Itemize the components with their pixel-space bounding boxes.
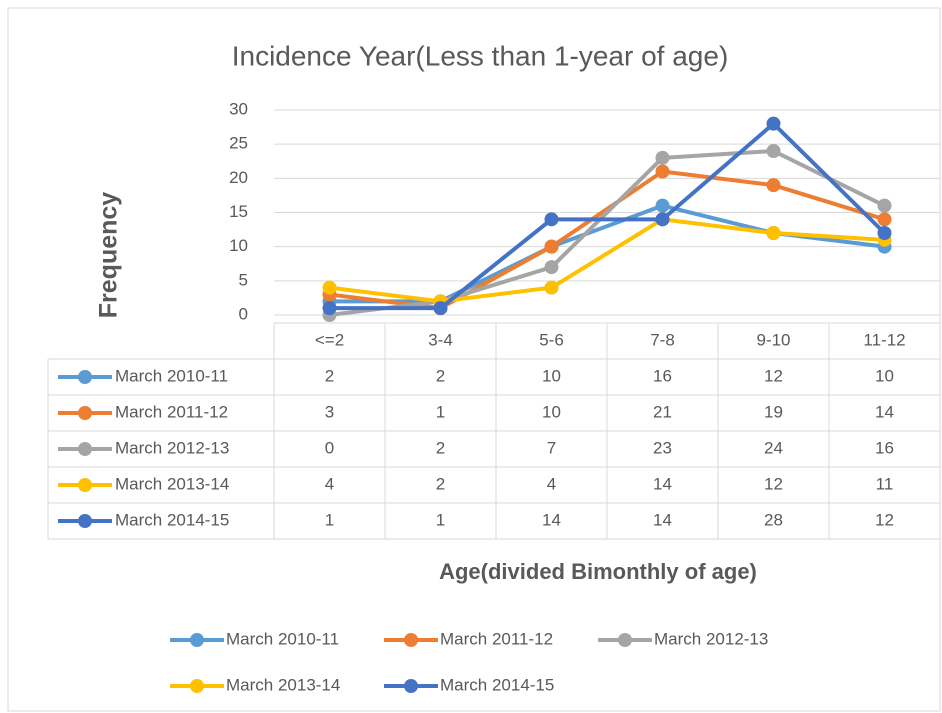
table-key-marker <box>78 406 92 420</box>
data-point <box>322 301 337 316</box>
table-cell: 12 <box>764 474 783 493</box>
legend-label: March 2013-14 <box>226 675 340 694</box>
legend-key-marker <box>190 679 204 693</box>
data-point <box>766 144 781 158</box>
legend-key-marker <box>404 633 418 647</box>
legend-key-marker <box>618 633 632 647</box>
table-cell: 4 <box>325 474 334 493</box>
legend-label: March 2014-15 <box>440 675 554 694</box>
y-tick-label: 10 <box>229 236 248 255</box>
chart-title: Incidence Year(Less than 1-year of age) <box>232 40 729 71</box>
table-cell: 14 <box>653 474 672 493</box>
legend-key-marker <box>190 633 204 647</box>
x-tick-label: 11-12 <box>863 330 905 349</box>
table-cell: 10 <box>542 366 561 385</box>
table-cell: 12 <box>764 366 783 385</box>
table-key-marker <box>78 442 92 456</box>
data-point <box>544 260 559 275</box>
x-tick-label: <=2 <box>315 330 344 349</box>
table-cell: 16 <box>875 438 894 457</box>
x-tick-label: 5-6 <box>539 330 564 349</box>
series-line <box>329 169 886 311</box>
legend-label: March 2011-12 <box>440 629 553 648</box>
table-cell: 2 <box>436 438 445 457</box>
data-point <box>877 198 892 213</box>
table-cell: 2 <box>325 366 334 385</box>
table-cell: 7 <box>547 438 556 457</box>
table-cell: 2 <box>436 366 445 385</box>
data-point <box>766 226 781 240</box>
table-cell: 0 <box>325 438 334 457</box>
table-cell: 14 <box>653 510 672 529</box>
table-row-label: March 2010-11 <box>115 366 228 385</box>
y-tick-label: 20 <box>229 168 248 187</box>
data-point <box>322 280 337 295</box>
y-tick-label: 5 <box>239 270 248 289</box>
data-point <box>433 301 448 316</box>
data-point <box>655 198 670 213</box>
table-cell: 4 <box>547 474 556 493</box>
table-cell: 1 <box>325 510 334 529</box>
x-tick-label: 3-4 <box>428 330 453 349</box>
legend-key-marker <box>404 679 418 693</box>
table-cell: 1 <box>436 510 445 529</box>
y-axis-title: Frequency <box>95 192 123 319</box>
data-point <box>655 150 670 165</box>
table-cell: 28 <box>764 510 783 529</box>
table-cell: 12 <box>875 510 894 529</box>
x-tick-label: 7-8 <box>650 330 675 349</box>
data-point <box>655 164 670 179</box>
data-point <box>766 116 781 131</box>
table-cell: 1 <box>436 402 445 421</box>
y-tick-label: 15 <box>229 202 248 221</box>
table-cell: 21 <box>653 402 672 421</box>
data-point <box>544 280 559 295</box>
table-cell: 10 <box>542 402 561 421</box>
table-row-label: March 2011-12 <box>115 402 228 421</box>
table-cell: 11 <box>876 474 894 493</box>
data-point <box>877 212 892 227</box>
data-point <box>655 212 670 227</box>
y-tick-label: 0 <box>239 304 248 323</box>
data-point <box>544 212 559 227</box>
legend-label: March 2010-11 <box>226 629 339 648</box>
table-row-label: March 2014-15 <box>115 510 229 529</box>
table-cell: 19 <box>764 402 783 421</box>
x-tick-label: 9-10 <box>756 330 790 349</box>
x-axis-title: Age(divided Bimonthly of age) <box>439 559 757 584</box>
table-key-marker <box>78 370 92 384</box>
table-cell: 2 <box>436 474 445 493</box>
table-cell: 23 <box>653 438 672 457</box>
table-cell: 14 <box>542 510 561 529</box>
y-tick-label: 30 <box>229 99 248 118</box>
data-point <box>766 178 781 193</box>
series-line <box>329 149 886 317</box>
table-cell: 3 <box>325 402 334 421</box>
data-point <box>544 239 559 254</box>
table-row-label: March 2013-14 <box>115 474 229 493</box>
table-row-label: March 2012-13 <box>115 438 229 457</box>
table-cell: 10 <box>875 366 894 385</box>
data-point <box>877 226 892 240</box>
series-line <box>329 121 886 311</box>
table-cell: 16 <box>653 366 672 385</box>
legend-label: March 2012-13 <box>654 629 768 648</box>
table-key-marker <box>78 478 92 492</box>
table-key-marker <box>78 514 92 528</box>
table-cell: 14 <box>875 402 894 421</box>
y-tick-label: 25 <box>229 134 248 153</box>
series-line <box>329 217 885 304</box>
table-cell: 24 <box>764 438 783 457</box>
